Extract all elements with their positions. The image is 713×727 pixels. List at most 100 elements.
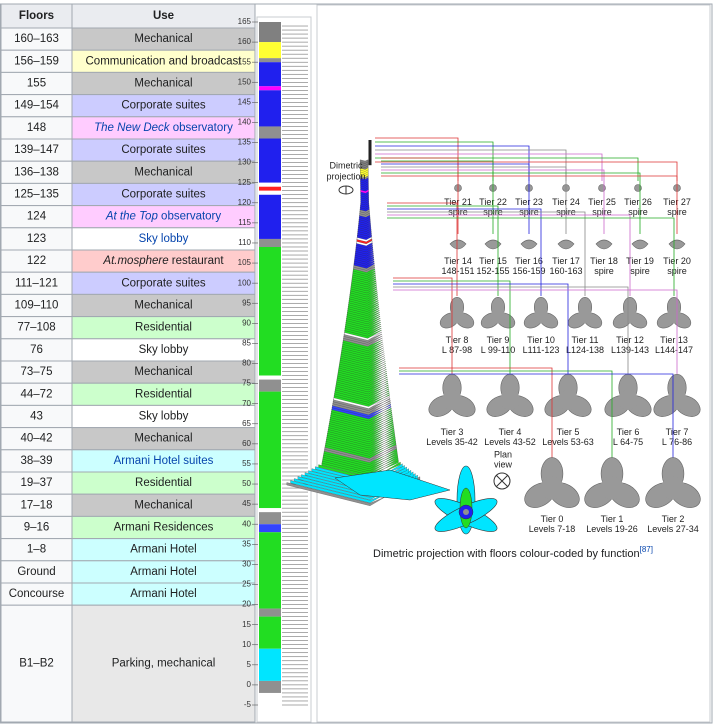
tier-levels: 160-163 xyxy=(549,266,582,276)
floor-label: 148 xyxy=(27,122,46,134)
tower-floor xyxy=(327,429,395,445)
caption-text: Dimetric projection with floors colour-c… xyxy=(373,548,640,560)
tick-label: 45 xyxy=(242,499,251,508)
floor-segment xyxy=(259,238,281,247)
tower-floor xyxy=(340,357,385,368)
tower-floor xyxy=(331,409,392,424)
tier-name: Tier 9 xyxy=(487,335,510,345)
use-part: Mechanical xyxy=(134,366,192,378)
tier-levels: 152-155 xyxy=(476,266,509,276)
tier-label: Tier 0 Levels 7-18 xyxy=(529,514,576,534)
use-part: At the Top xyxy=(105,211,159,223)
use-part: Mechanical xyxy=(134,33,192,45)
floor-label: 76 xyxy=(30,344,43,356)
tier-label: Tier 5 Levels 53-63 xyxy=(542,427,594,447)
tick-label: 90 xyxy=(242,318,251,327)
tower-floor xyxy=(335,382,389,395)
tower-floor xyxy=(325,438,396,455)
tier-name: Tier 12 xyxy=(616,335,644,345)
tower-floor xyxy=(338,365,386,376)
floor-segment xyxy=(259,532,281,609)
tower-floor xyxy=(347,312,380,320)
tick-label: 5 xyxy=(247,660,252,669)
tier-name: Tier 11 xyxy=(571,335,598,345)
tier-name: Tier 15 xyxy=(479,256,507,266)
floor-segment xyxy=(259,42,281,59)
tick-label: 105 xyxy=(238,258,252,267)
tower-floor xyxy=(333,394,390,407)
tick-label: 135 xyxy=(238,138,252,147)
use-part: Sky lobby xyxy=(139,344,189,356)
tower-floor xyxy=(340,355,385,366)
floor-label: 139–147 xyxy=(14,144,59,156)
floor-label: 160–163 xyxy=(14,33,59,45)
connector xyxy=(381,169,605,234)
tick-label: 25 xyxy=(242,580,251,589)
tier-shape xyxy=(618,390,638,410)
tier-name: Tier 18 xyxy=(590,256,618,266)
tower-floor xyxy=(335,384,389,397)
tick-label: 50 xyxy=(242,479,251,488)
tower-floor xyxy=(326,433,395,449)
tower-floor xyxy=(329,421,394,436)
tower-floor xyxy=(344,331,382,341)
tier-shape xyxy=(622,308,638,324)
use-part: Residential xyxy=(135,322,192,334)
floor-label: B1–B2 xyxy=(19,658,54,670)
connector xyxy=(393,280,511,374)
tier-shape xyxy=(666,308,682,324)
use-part: Corporate suites xyxy=(121,277,206,289)
floor-segment xyxy=(259,22,281,43)
floor-segment xyxy=(259,182,281,187)
tier-name: Tier 16 xyxy=(515,256,543,266)
tier-shape xyxy=(577,308,593,324)
tier-name: Tier 10 xyxy=(527,335,555,345)
tower-floor xyxy=(327,427,394,442)
tower-floor xyxy=(325,440,396,457)
use-part: The New Deck xyxy=(94,122,171,134)
tick-label: 65 xyxy=(242,419,251,428)
floor-label: 122 xyxy=(27,255,46,267)
tower-floor xyxy=(342,339,383,349)
tier-shape xyxy=(520,239,538,250)
tower-floor xyxy=(348,300,379,308)
tower-floor xyxy=(326,436,396,453)
tier-name: Tier 0 xyxy=(541,514,564,524)
tier-levels: L 76-86 xyxy=(662,437,692,447)
tier-label: Tier 18 spire xyxy=(590,256,618,276)
tower-floor xyxy=(340,353,385,364)
tower-floor xyxy=(359,159,369,164)
tier-levels: L 99-110 xyxy=(481,345,516,355)
floor-label: 17–18 xyxy=(21,499,53,511)
tier-shape xyxy=(598,184,606,192)
tower-floor xyxy=(347,308,380,316)
tier-shape xyxy=(631,239,649,250)
tower-floor xyxy=(336,378,388,391)
tick-label: 85 xyxy=(242,339,251,348)
projection-label: projection xyxy=(326,171,365,181)
tick-label: 100 xyxy=(238,278,252,287)
tier-name: Tier 13 xyxy=(660,335,688,345)
use-label: Corporate suites xyxy=(121,277,206,289)
use-cell xyxy=(71,604,256,723)
tier-levels: Levels 43-52 xyxy=(484,437,536,447)
floor-label: 9–16 xyxy=(24,522,50,534)
use-part: Communication and broadcast xyxy=(86,55,243,67)
projection-label: Dimetric xyxy=(330,160,363,170)
tower-floor xyxy=(343,335,383,345)
floor-label: 156–159 xyxy=(14,55,59,67)
floor-segment xyxy=(259,508,281,513)
floor-segment xyxy=(259,90,281,127)
tier-label: Tier 15 152-155 xyxy=(476,256,509,276)
tier-levels: 148-151 xyxy=(441,266,474,276)
floor-segment xyxy=(259,58,281,63)
use-label: Residential xyxy=(135,322,192,334)
tower-floor xyxy=(323,452,398,469)
tower-floor xyxy=(341,349,384,360)
tower-floor xyxy=(324,444,397,461)
use-label: Armani Hotel suites xyxy=(114,455,214,467)
tier-levels: Levels 35-42 xyxy=(426,437,478,447)
tower-floor xyxy=(344,327,382,337)
tier-label: Tier 12 L139-143 xyxy=(611,335,649,355)
